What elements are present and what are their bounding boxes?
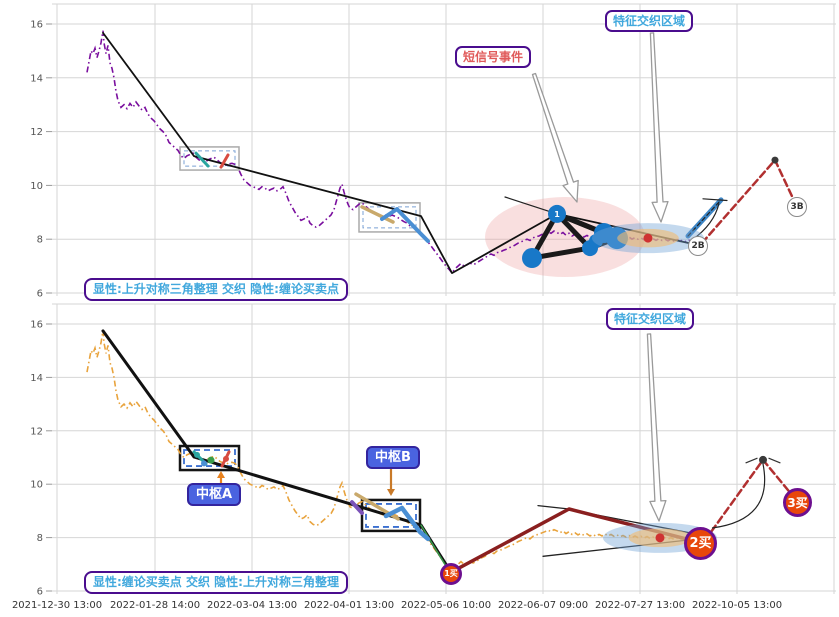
- segment-top-tick: [702, 198, 728, 202]
- x-tick-label: 2022-10-05 13:00: [692, 600, 782, 611]
- zig-purple: [350, 500, 364, 515]
- pivot-box-inner-dashed: [183, 150, 236, 167]
- pivot-box: [179, 146, 240, 171]
- signal-network-node: [548, 204, 566, 223]
- feature-zone-label-top: 特征交织区域: [605, 10, 694, 32]
- y-tick-label: 16: [30, 20, 43, 31]
- pivot-box: [360, 498, 422, 533]
- pivot-a-arrow: [217, 471, 225, 478]
- point-dot: [759, 455, 767, 464]
- blue-segment-dash: [687, 199, 722, 237]
- whisker-right: [768, 457, 781, 464]
- pivot-b-label: 中枢B: [366, 446, 420, 469]
- caption-top-panel: 显性:上升对称三角整理 交织 隐性:缠论买卖点: [84, 278, 348, 301]
- whisker-left: [745, 457, 758, 464]
- feature-zone-spot-core: [655, 533, 665, 543]
- x-tick-label: 2022-03-04 13:00: [207, 600, 297, 611]
- y-tick-label: 10: [30, 181, 43, 192]
- signal-network-node: [589, 234, 603, 249]
- x-tick-label: 2022-01-28 14:00: [110, 600, 200, 611]
- point-2b-marker: 2B: [688, 236, 708, 256]
- signal-network-node: [606, 227, 628, 250]
- y-tick-label: 14: [30, 373, 43, 384]
- y-tick-label: 16: [30, 320, 43, 331]
- signal-network-node-label: 1: [554, 210, 560, 219]
- short-signal-label: 短信号事件: [455, 46, 532, 68]
- trend-main: [102, 32, 699, 275]
- zig-blue: [380, 207, 430, 244]
- peak-stub: [537, 504, 570, 510]
- y-tick-label: 6: [37, 289, 43, 300]
- y-tick-label: 6: [37, 587, 43, 598]
- feature-zone-arrow: [649, 32, 669, 223]
- y-tick-label: 10: [30, 480, 43, 491]
- y-tick-label: 8: [37, 533, 43, 544]
- x-tick-label: 2022-05-06 10:00: [401, 600, 491, 611]
- y-tick-label: 12: [30, 127, 43, 138]
- point-dot: [207, 456, 215, 464]
- pivot-box-inner-dashed: [362, 206, 417, 229]
- feature-zone-label-bottom: 特征交织区域: [606, 308, 695, 330]
- y-tick-label: 12: [30, 426, 43, 437]
- zig-tan: [360, 205, 395, 224]
- feature-zone-spot-core: [643, 233, 653, 243]
- segment-green: [420, 524, 450, 572]
- pivot-box: [358, 202, 421, 233]
- point-3b-marker: 3B: [787, 197, 807, 217]
- x-tick-label: 2022-04-01 13:00: [304, 600, 394, 611]
- pivot-b-arrow: [387, 489, 395, 496]
- point-dot: [201, 460, 207, 467]
- buy-point-1-marker: 1买: [440, 563, 462, 585]
- point-dot: [771, 156, 779, 164]
- zig-blue: [383, 505, 431, 542]
- zig-red: [219, 153, 230, 169]
- point-dot: [194, 451, 200, 458]
- feature-zone-arrow: [646, 333, 667, 522]
- x-tick-label: 2022-07-27 13:00: [595, 600, 685, 611]
- short-signal-arrow: [531, 72, 579, 203]
- pivot-box-inner-dashed: [183, 449, 236, 467]
- x-tick-label: 2021-12-30 13:00: [12, 600, 102, 611]
- point-dot: [223, 455, 229, 462]
- pivot-box: [178, 444, 241, 472]
- y-tick-label: 8: [37, 235, 43, 246]
- pivot-box-inner-dashed: [365, 503, 417, 528]
- measure-arc: [711, 463, 766, 529]
- zig-teal: [194, 151, 210, 168]
- x-tick-label: 2022-06-07 09:00: [498, 600, 588, 611]
- signal-network-node: [522, 248, 542, 269]
- buy-point-2-marker: 2买: [684, 527, 717, 560]
- buy-point-3-marker: 3买: [783, 488, 812, 517]
- caption-bottom-panel: 显性:缠论买卖点 交织 隐性:上升对称三角整理: [84, 571, 348, 594]
- y-tick-label: 14: [30, 73, 43, 84]
- pivot-a-label: 中枢A: [187, 483, 242, 506]
- trend-branch: [504, 196, 558, 215]
